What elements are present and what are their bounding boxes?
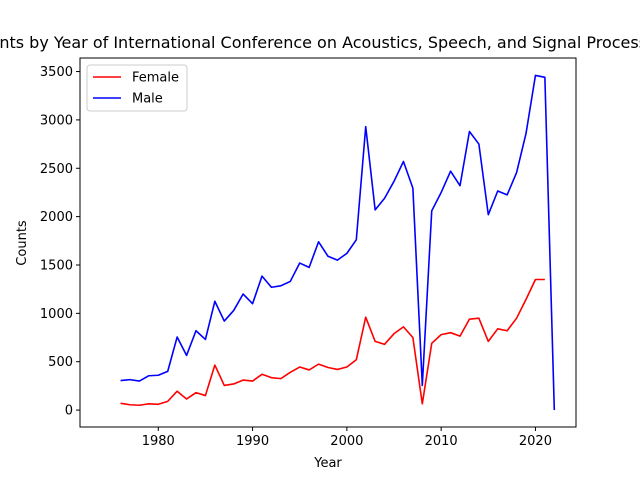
y-tick-label: 1000: [40, 307, 73, 322]
chart-title: Counts by Year of International Conferen…: [0, 33, 640, 52]
legend-label-female: Female: [132, 71, 179, 86]
x-tick-label: 1980: [142, 434, 175, 449]
plot-layer: [120, 74, 556, 411]
x-tick-label: 2000: [330, 434, 363, 449]
legend-label-male: Male: [132, 92, 163, 107]
x-tick-label: 1990: [236, 434, 269, 449]
series-line-male: [120, 74, 556, 411]
legend: Female Male: [86, 64, 188, 112]
y-tick-label: 3000: [40, 113, 73, 128]
x-tick-label: 2010: [425, 434, 458, 449]
plot-frame: [79, 57, 577, 428]
x-tick-label: 2020: [519, 434, 552, 449]
y-tick-label: 3500: [40, 65, 73, 80]
y-tick-label: 2500: [40, 162, 73, 177]
title-layer: Counts by Year of International Conferen…: [0, 33, 640, 52]
y-tick-label: 0: [65, 404, 73, 419]
y-axis-label: Counts: [15, 220, 30, 266]
axis-labels: Year Counts: [15, 220, 342, 471]
y-tick-label: 2000: [40, 210, 73, 225]
x-axis-label: Year: [313, 456, 342, 471]
y-tick-label: 1500: [40, 258, 73, 273]
y-tick-label: 500: [48, 355, 73, 370]
axes-layer: 1980 1990 2000 2010 2020 0 500 1000 1500 2000 2500…: [40, 57, 577, 449]
series-line-female: [120, 278, 545, 407]
